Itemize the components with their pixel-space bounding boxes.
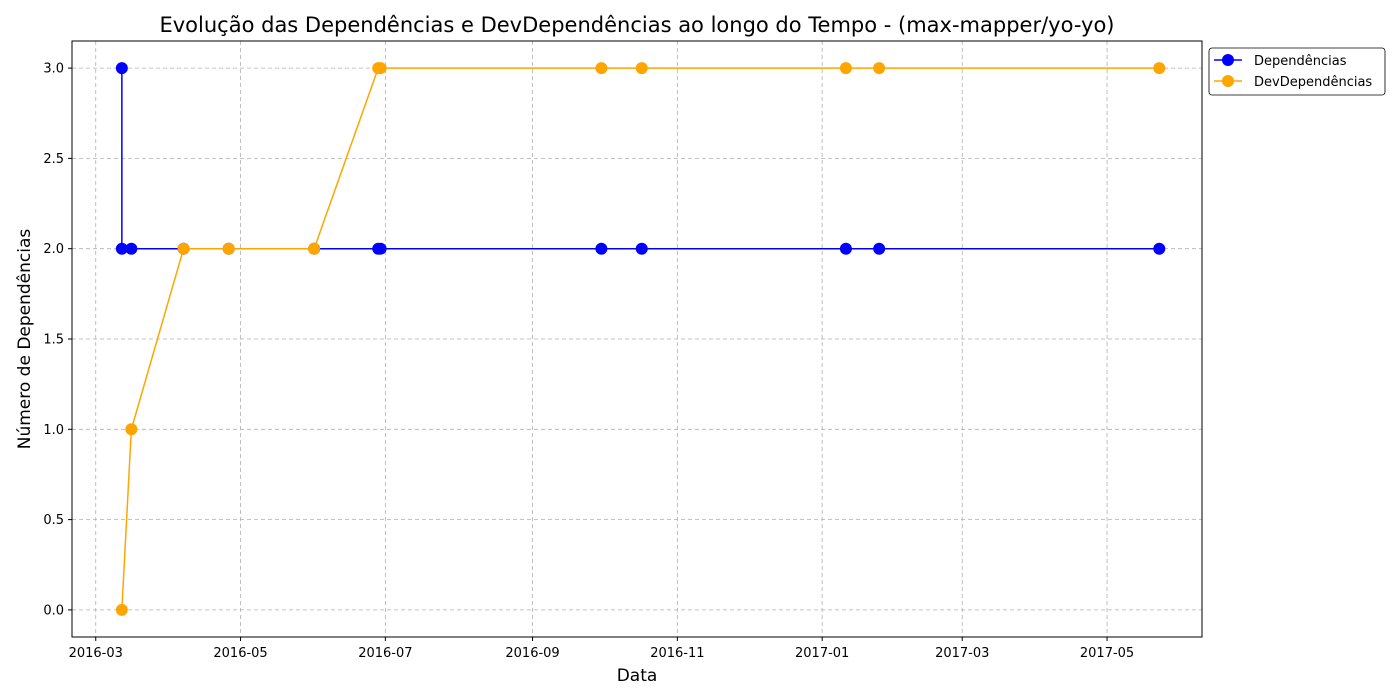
data-point-dependencias	[873, 242, 886, 255]
legend-marker-devdependencias	[1222, 75, 1234, 87]
x-axis-label: Data	[617, 666, 658, 686]
x-tick-label: 2016-05	[213, 646, 267, 661]
x-tick-label: 2016-09	[505, 646, 559, 661]
data-point-devdependencias	[115, 603, 128, 616]
data-point-dependencias	[115, 62, 128, 75]
data-point-devdependencias	[635, 62, 648, 75]
data-point-devdependencias	[125, 423, 138, 436]
data-point-dependencias	[125, 242, 138, 255]
y-tick-label: 2.5	[43, 152, 64, 167]
y-tick-label: 0.0	[43, 603, 64, 618]
y-tick-label: 1.0	[43, 423, 64, 438]
legend-marker-dependencias	[1222, 54, 1234, 66]
x-tick-label: 2017-01	[795, 646, 849, 661]
data-point-dependencias	[1153, 242, 1166, 255]
grid-layer	[72, 41, 1202, 637]
series-layer	[115, 62, 1166, 616]
data-point-devdependencias	[595, 62, 608, 75]
data-point-devdependencias	[374, 62, 387, 75]
y-tick-label: 0.5	[43, 513, 64, 528]
x-tick-label: 2016-11	[650, 646, 704, 661]
legend: Dependências DevDependências	[1208, 47, 1386, 96]
data-point-devdependencias	[177, 242, 190, 255]
legend-label-devdependencias: DevDependências	[1254, 75, 1372, 90]
legend-label-dependencias: Dependências	[1254, 54, 1347, 69]
data-point-devdependencias	[222, 242, 235, 255]
data-point-devdependencias	[308, 242, 321, 255]
legend-box	[1208, 47, 1386, 96]
data-point-dependencias	[635, 242, 648, 255]
chart-title: Evolução das Dependências e DevDependênc…	[159, 13, 1114, 37]
y-tick-label: 1.5	[43, 333, 64, 348]
ticks-layer: 2016-03 2016-05 2016-07 2016-09 2016-11 2017-…	[43, 62, 1134, 661]
data-point-dependencias	[839, 242, 852, 255]
y-tick-label: 2.0	[43, 242, 64, 257]
x-tick-label: 2016-03	[69, 646, 123, 661]
data-point-dependencias	[115, 242, 128, 255]
data-point-devdependencias	[839, 62, 852, 75]
data-point-devdependencias	[873, 62, 886, 75]
x-tick-label: 2017-03	[935, 646, 989, 661]
data-point-dependencias	[374, 242, 387, 255]
data-point-dependencias	[595, 242, 608, 255]
x-tick-label: 2016-07	[358, 646, 412, 661]
y-tick-label: 3.0	[43, 62, 64, 77]
data-point-devdependencias	[1153, 62, 1166, 75]
x-tick-label: 2017-05	[1080, 646, 1134, 661]
y-axis-label: Número de Dependências	[15, 229, 35, 450]
